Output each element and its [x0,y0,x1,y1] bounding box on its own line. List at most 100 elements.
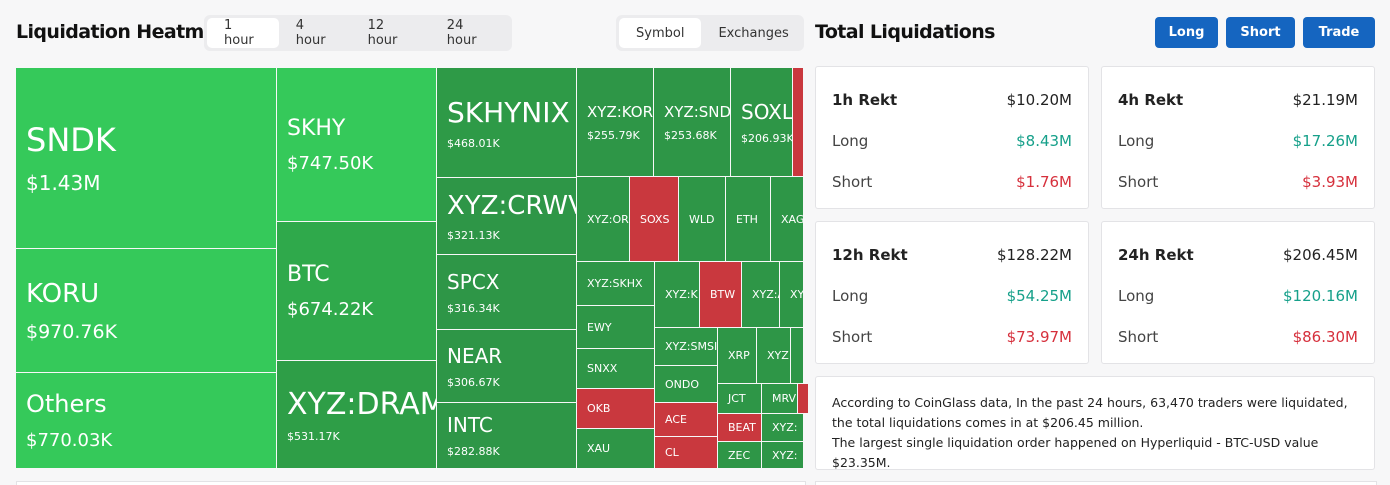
panel-edge [16,481,806,485]
cell-label: BEAT [728,421,756,434]
heatmap-cell[interactable]: XYZ:A [742,262,779,327]
heatmap-cell[interactable]: XRP [718,328,756,383]
heatmap-cell[interactable]: WLD [679,177,725,261]
heatmap-cell[interactable]: XAU [577,429,654,468]
cell-label: XYZ:CRWV [447,190,576,221]
cell-label: SKHYNIX [447,95,570,129]
card-row: Long $8.43M [832,120,1072,161]
cell-value: $747.50K [287,152,374,174]
heatmap-cell[interactable]: XYZ:CRWV $321.13K [437,178,576,254]
heatmap-cell[interactable]: MRV [762,384,797,413]
heatmap-cell[interactable]: SOXL $206.93K [731,68,792,176]
time-tab[interactable]: 1 hour [207,18,279,48]
heatmap-cell[interactable]: XYZ:SKHX [577,262,654,305]
view-tab[interactable]: Exchanges [718,25,789,41]
heatmap-cell[interactable]: INTC $282.88K [437,403,576,468]
heatmap-cell[interactable]: ZEC [718,442,761,468]
heatmap-cell[interactable]: XYZ:SNDK $253.68K [654,68,730,176]
view-tab[interactable]: Symbol [619,18,702,48]
heatmap-cell[interactable] [798,384,808,413]
card-row: Long $120.16M [1118,275,1358,316]
heatmap-cell[interactable]: XYZ: [757,328,790,383]
time-tab[interactable]: 12 hour [367,18,398,48]
heatmap-cell[interactable]: ETH [726,177,770,261]
cell-label: KORU [26,278,100,309]
card: 24h Rekt $206.45M Long $120.16M Short $86.30M [1101,221,1375,364]
heatmap-cell[interactable]: SKHY $747.50K [277,68,436,221]
cell-label: CL [665,446,679,459]
heatmap-cell[interactable]: XYZ: [762,442,803,468]
heatmap-cell[interactable]: SKHYNIX $468.01K [437,68,576,177]
heatmap-cell[interactable] [793,68,803,176]
heatmap-cell[interactable]: XYZ:OR [577,177,629,261]
button[interactable]: Long [1155,17,1218,48]
heatmap-cell[interactable]: EWY [577,306,654,348]
heatmap-cell[interactable]: XYZ:KORU $255.79K [577,68,653,176]
button[interactable]: Trade [1303,17,1375,48]
heatmap-cell[interactable]: JCT [718,384,761,413]
heatmap-cell[interactable]: OKB [577,389,654,428]
cell-label: XYZ: [772,421,798,434]
cell-label: XY [790,288,803,301]
card-row: Short $86.30M [1118,316,1358,357]
row-value: $1.76M [1016,172,1072,191]
cell-label: ETH [736,212,758,226]
card-row: Short $73.97M [832,316,1072,357]
heatmap-cell[interactable]: BTC $674.22K [277,222,436,360]
heatmap-cell[interactable]: XYZ:K [655,262,699,327]
heatmap-cell[interactable]: SPCX $316.34K [437,255,576,329]
cell-value: $316.34K [447,301,500,315]
note-line: According to CoinGlass data, In the past… [832,395,1348,430]
heatmap-cell[interactable]: KORU $970.76K [16,249,276,372]
time-tab[interactable]: 24 hour [446,18,477,48]
summary-title: Total Liquidations [815,21,995,43]
time-tabs: 1 hour 4 hour 12 hour 24 hour [204,15,512,51]
card-total: $206.45M [1283,245,1358,264]
card-title: 4h Rekt [1118,90,1184,109]
heatmap-cell[interactable]: SOXS [630,177,678,261]
cell-label: XYZ: [772,448,798,462]
cell-label: OKB [587,402,611,415]
heatmap-cell[interactable]: ACE [655,403,717,436]
card: 12h Rekt $128.22M Long $54.25M Short $73.97M [815,221,1089,364]
cell-label: SPCX [447,269,500,294]
heatmap-cell[interactable]: XYZ:SMSI [655,328,717,365]
row-value: $120.16M [1283,286,1358,305]
heatmap-cell[interactable]: XYZ:DRAM $531.17K [277,361,436,468]
card-row: Short $3.93M [1118,161,1358,202]
cell-label: XYZ:SKHX [587,277,643,290]
heatmap-cell[interactable]: Others $770.03K [16,373,276,468]
card-title: 12h Rekt [832,245,908,264]
cell-label: JCT [728,392,746,405]
time-tab[interactable]: 4 hour [295,18,326,48]
heatmap-cell[interactable]: XAG [771,177,803,261]
heatmap-cell[interactable]: BEAT [718,414,761,441]
heatmap-cell[interactable]: CL [655,437,717,468]
cell-label: WLD [689,212,715,226]
cell-label: INTC [447,413,493,437]
heatmap-cell[interactable] [791,328,803,383]
cell-label: ONDO [665,377,700,391]
row-value: $3.93M [1302,172,1358,191]
card-header: 24h Rekt $206.45M [1118,234,1358,275]
heatmap-cell[interactable]: NEAR $306.67K [437,330,576,402]
cell-value: $282.88K [447,445,500,458]
heatmap-cell[interactable]: ONDO [655,366,717,402]
cell-value: $770.03K [26,430,113,451]
heatmap-cell[interactable]: XY [780,262,803,327]
heatmap-cell[interactable]: XYZ: [762,414,803,441]
card-total: $10.20M [1006,90,1072,109]
cell-value: $468.01K [447,136,500,150]
card-row: Long $17.26M [1118,120,1358,161]
cell-value: $674.22K [287,299,374,320]
card-total: $21.19M [1292,90,1358,109]
heatmap-cell[interactable]: SNXX [577,349,654,388]
button[interactable]: Short [1226,17,1295,48]
cell-label: XAU [587,442,611,455]
cell-label: ZEC [728,448,751,462]
heatmap-cell[interactable]: BTW [700,262,741,327]
cell-label: XYZ:DRAM [287,386,436,422]
row-label: Short [1118,327,1159,346]
heatmap-cell[interactable]: SNDK $1.43M [16,68,276,248]
cell-value: $255.79K [587,128,640,142]
